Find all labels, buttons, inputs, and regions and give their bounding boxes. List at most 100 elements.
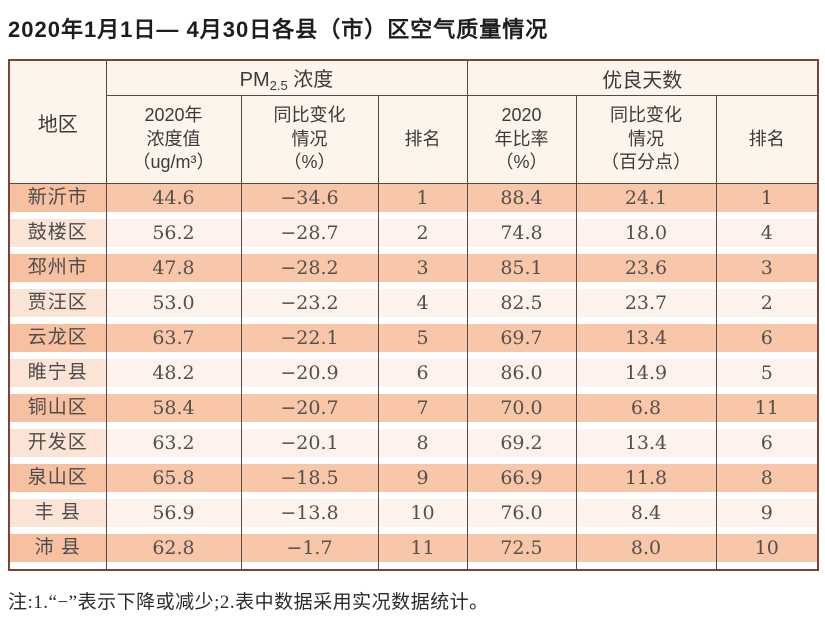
cell-good_change: 14.9 xyxy=(575,359,717,394)
cell-pm_change: −34.6 xyxy=(240,183,379,219)
cell-pm_value: 65.8 xyxy=(105,464,242,499)
cell-pm_rank: 10 xyxy=(377,499,468,534)
cell-pm_change: −1.7 xyxy=(240,534,379,570)
cell-good_change: 13.4 xyxy=(575,429,717,464)
cell-region: 泉山区 xyxy=(8,464,107,499)
cell-region: 铜山区 xyxy=(8,394,107,429)
cell-pm_rank: 3 xyxy=(377,254,468,289)
cell-good_rank: 8 xyxy=(715,464,819,499)
cell-good_ratio: 85.1 xyxy=(466,254,577,289)
cell-pm_rank: 2 xyxy=(377,219,468,254)
cell-good_rank: 6 xyxy=(715,324,819,359)
cell-good_change: 8.0 xyxy=(575,534,717,570)
cell-good_change: 11.8 xyxy=(575,464,717,499)
cell-pm_rank: 9 xyxy=(377,464,468,499)
header-pm-change: 同比变化 情况 （%） xyxy=(240,95,379,184)
cell-good_ratio: 74.8 xyxy=(466,219,577,254)
header-group-good-days: 优良天数 xyxy=(466,59,819,96)
cell-pm_value: 63.2 xyxy=(105,429,242,464)
footnote: 注:1.“−”表示下降或减少;2.表中数据采用实况数据统计。 xyxy=(8,592,489,613)
header-pm-rank: 排名 xyxy=(377,95,468,184)
table-row: 鼓楼区 56.2 −28.7 2 74.8 18.0 4 xyxy=(8,219,819,254)
cell-pm_rank: 8 xyxy=(377,429,468,464)
cell-pm_rank: 4 xyxy=(377,289,468,324)
cell-good_ratio: 88.4 xyxy=(466,183,577,219)
cell-region: 邳州市 xyxy=(8,254,107,289)
cell-pm_change: −28.2 xyxy=(240,254,379,289)
cell-region: 云龙区 xyxy=(8,324,107,359)
cell-pm_value: 63.7 xyxy=(105,324,242,359)
table-body: 新沂市 44.6 −34.6 1 88.4 24.1 1 鼓楼区 56.2 −28.7 2 74.8 1… xyxy=(8,183,819,570)
cell-pm_value: 47.8 xyxy=(105,254,242,289)
table-row: 泉山区 65.8 −18.5 9 66.9 11.8 8 xyxy=(8,464,819,499)
cell-region: 鼓楼区 xyxy=(8,219,107,254)
pm-label-rest: 浓度 xyxy=(287,69,334,91)
cell-good_rank: 11 xyxy=(715,394,819,429)
table-row: 贾汪区 53.0 −23.2 4 82.5 23.7 2 xyxy=(8,289,819,324)
cell-region: 睢宁县 xyxy=(8,359,107,394)
cell-good_ratio: 82.5 xyxy=(466,289,577,324)
cell-good_rank: 4 xyxy=(715,219,819,254)
cell-pm_rank: 5 xyxy=(377,324,468,359)
cell-good_change: 24.1 xyxy=(575,183,717,219)
cell-pm_value: 53.0 xyxy=(105,289,242,324)
cell-good_ratio: 76.0 xyxy=(466,499,577,534)
cell-pm_change: −13.8 xyxy=(240,499,379,534)
cell-pm_change: −22.1 xyxy=(240,324,379,359)
cell-pm_change: −20.7 xyxy=(240,394,379,429)
cell-good_change: 6.8 xyxy=(575,394,717,429)
cell-good_change: 23.7 xyxy=(575,289,717,324)
cell-region: 开发区 xyxy=(8,429,107,464)
air-quality-table: 地区 PM2.5 浓度 优良天数 2020年 浓度值 （ug/m³） 同比变化 … xyxy=(8,59,820,571)
pm-label-subscript: 2.5 xyxy=(269,78,288,93)
cell-good_change: 23.6 xyxy=(575,254,717,289)
table-row: 邳州市 47.8 −28.2 3 85.1 23.6 3 xyxy=(8,254,819,289)
cell-good_ratio: 86.0 xyxy=(466,359,577,394)
cell-pm_value: 56.9 xyxy=(105,499,242,534)
cell-pm_change: −20.1 xyxy=(240,429,379,464)
cell-region: 贾汪区 xyxy=(8,289,107,324)
cell-pm_change: −23.2 xyxy=(240,289,379,324)
header-region: 地区 xyxy=(8,59,107,184)
cell-pm_rank: 7 xyxy=(377,394,468,429)
cell-good_ratio: 69.7 xyxy=(466,324,577,359)
table-row: 云龙区 63.7 −22.1 5 69.7 13.4 6 xyxy=(8,324,819,359)
cell-pm_change: −28.7 xyxy=(240,219,379,254)
cell-good_rank: 3 xyxy=(715,254,819,289)
cell-good_change: 8.4 xyxy=(575,499,717,534)
table-row: 沛 县 62.8 −1.7 11 72.5 8.0 10 xyxy=(8,534,819,570)
cell-pm_value: 58.4 xyxy=(105,394,242,429)
cell-pm_change: −20.9 xyxy=(240,359,379,394)
page-title: 2020年1月1日— 4月30日各县（市）区空气质量情况 xyxy=(8,17,549,42)
cell-region: 丰 县 xyxy=(8,499,107,534)
header-good-rank: 排名 xyxy=(715,95,819,184)
table-row: 铜山区 58.4 −20.7 7 70.0 6.8 11 xyxy=(8,394,819,429)
table-row: 开发区 63.2 −20.1 8 69.2 13.4 6 xyxy=(8,429,819,464)
cell-pm_rank: 1 xyxy=(377,183,468,219)
pm-label-base: PM xyxy=(239,69,270,91)
cell-region: 新沂市 xyxy=(8,183,107,219)
cell-pm_value: 44.6 xyxy=(105,183,242,219)
cell-good_ratio: 72.5 xyxy=(466,534,577,570)
header-good-ratio: 2020 年比率 （%） xyxy=(466,95,577,184)
cell-good_rank: 10 xyxy=(715,534,819,570)
cell-good_ratio: 69.2 xyxy=(466,429,577,464)
cell-good_change: 13.4 xyxy=(575,324,717,359)
header-pm-value: 2020年 浓度值 （ug/m³） xyxy=(105,95,242,184)
table-row: 新沂市 44.6 −34.6 1 88.4 24.1 1 xyxy=(8,183,819,219)
cell-good_change: 18.0 xyxy=(575,219,717,254)
cell-good_rank: 9 xyxy=(715,499,819,534)
cell-region: 沛 县 xyxy=(8,534,107,570)
cell-pm_rank: 6 xyxy=(377,359,468,394)
cell-good_rank: 2 xyxy=(715,289,819,324)
cell-good_rank: 1 xyxy=(715,183,819,219)
cell-good_rank: 5 xyxy=(715,359,819,394)
header-good-change: 同比变化 情况 （百分点） xyxy=(575,95,717,184)
cell-pm_change: −18.5 xyxy=(240,464,379,499)
table-row: 丰 县 56.9 −13.8 10 76.0 8.4 9 xyxy=(8,499,819,534)
cell-pm_value: 56.2 xyxy=(105,219,242,254)
header-group-pm25: PM2.5 浓度 xyxy=(105,59,468,96)
cell-good_rank: 6 xyxy=(715,429,819,464)
cell-pm_rank: 11 xyxy=(377,534,468,570)
cell-pm_value: 62.8 xyxy=(105,534,242,570)
